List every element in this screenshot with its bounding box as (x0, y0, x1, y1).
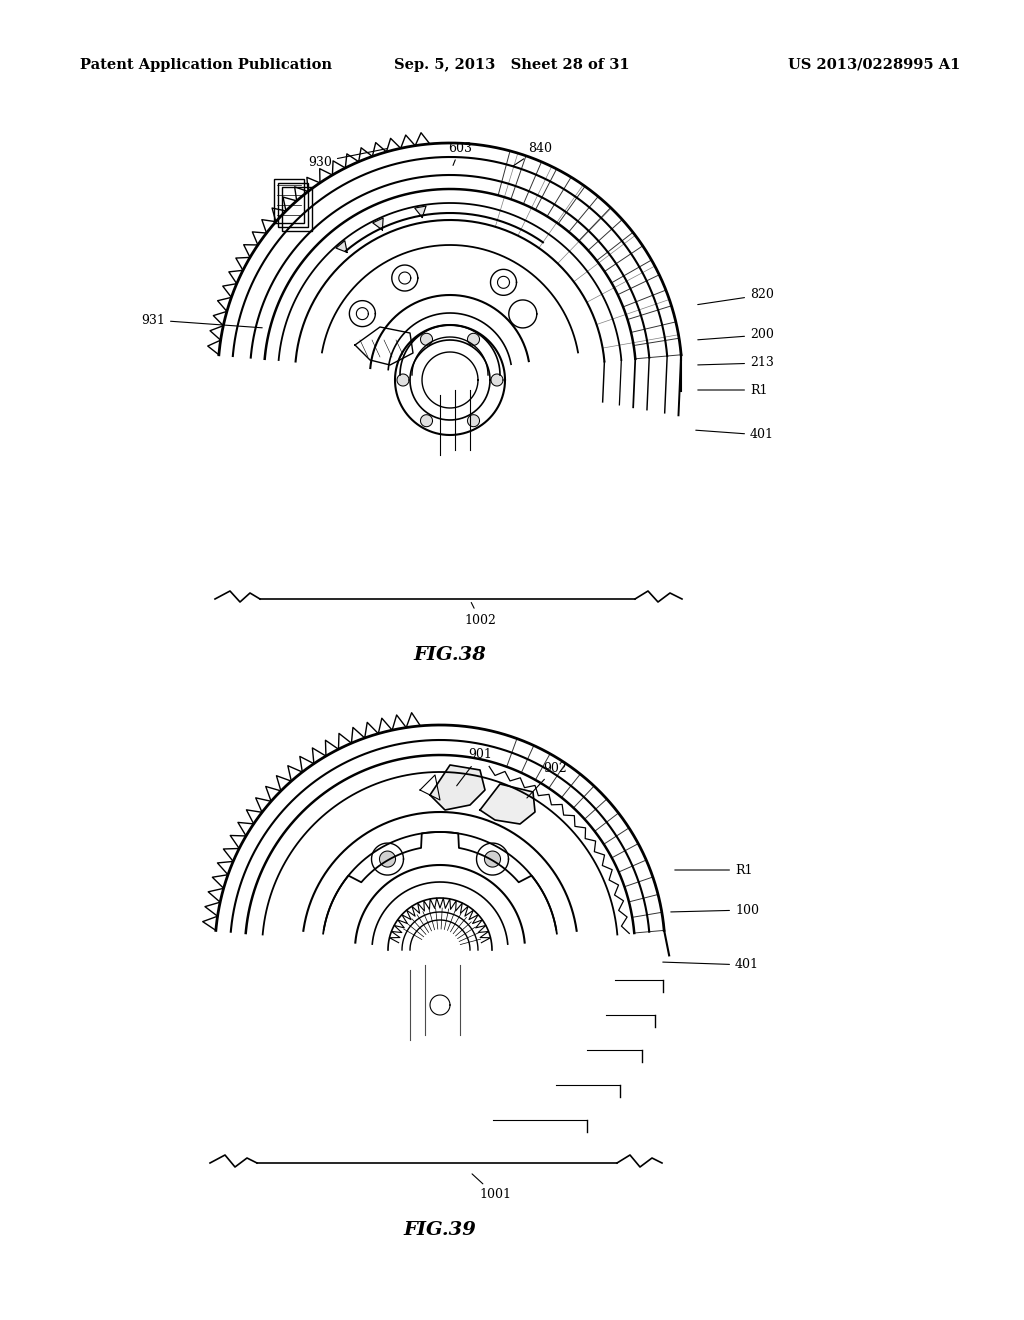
Polygon shape (480, 784, 535, 824)
Text: 1001: 1001 (472, 1173, 511, 1201)
Polygon shape (430, 766, 485, 810)
Text: 840: 840 (512, 141, 552, 166)
Text: 401: 401 (695, 429, 774, 441)
Text: 213: 213 (697, 356, 774, 370)
Text: 902: 902 (527, 762, 567, 799)
Polygon shape (421, 333, 432, 346)
Polygon shape (484, 851, 501, 867)
Polygon shape (468, 414, 479, 426)
Polygon shape (380, 851, 395, 867)
Text: FIG.39: FIG.39 (403, 1221, 476, 1239)
Polygon shape (336, 240, 347, 252)
Polygon shape (397, 374, 409, 385)
Text: 200: 200 (697, 329, 774, 342)
Polygon shape (373, 218, 383, 230)
Polygon shape (468, 333, 479, 346)
Text: 1002: 1002 (464, 602, 496, 627)
Text: R1: R1 (675, 863, 753, 876)
Text: 820: 820 (697, 289, 774, 305)
Text: 931: 931 (141, 314, 262, 327)
Polygon shape (415, 206, 426, 218)
Text: FIG.38: FIG.38 (414, 645, 486, 664)
Text: R1: R1 (697, 384, 768, 396)
Polygon shape (490, 374, 503, 385)
Polygon shape (421, 414, 432, 426)
Text: Sep. 5, 2013   Sheet 28 of 31: Sep. 5, 2013 Sheet 28 of 31 (394, 58, 630, 71)
Text: 603: 603 (449, 141, 472, 165)
Text: US 2013/0228995 A1: US 2013/0228995 A1 (787, 58, 961, 71)
Text: 100: 100 (671, 903, 759, 916)
Text: 401: 401 (663, 958, 759, 972)
Text: Patent Application Publication: Patent Application Publication (80, 58, 332, 71)
Text: 930: 930 (308, 149, 387, 169)
Text: 901: 901 (457, 748, 492, 785)
